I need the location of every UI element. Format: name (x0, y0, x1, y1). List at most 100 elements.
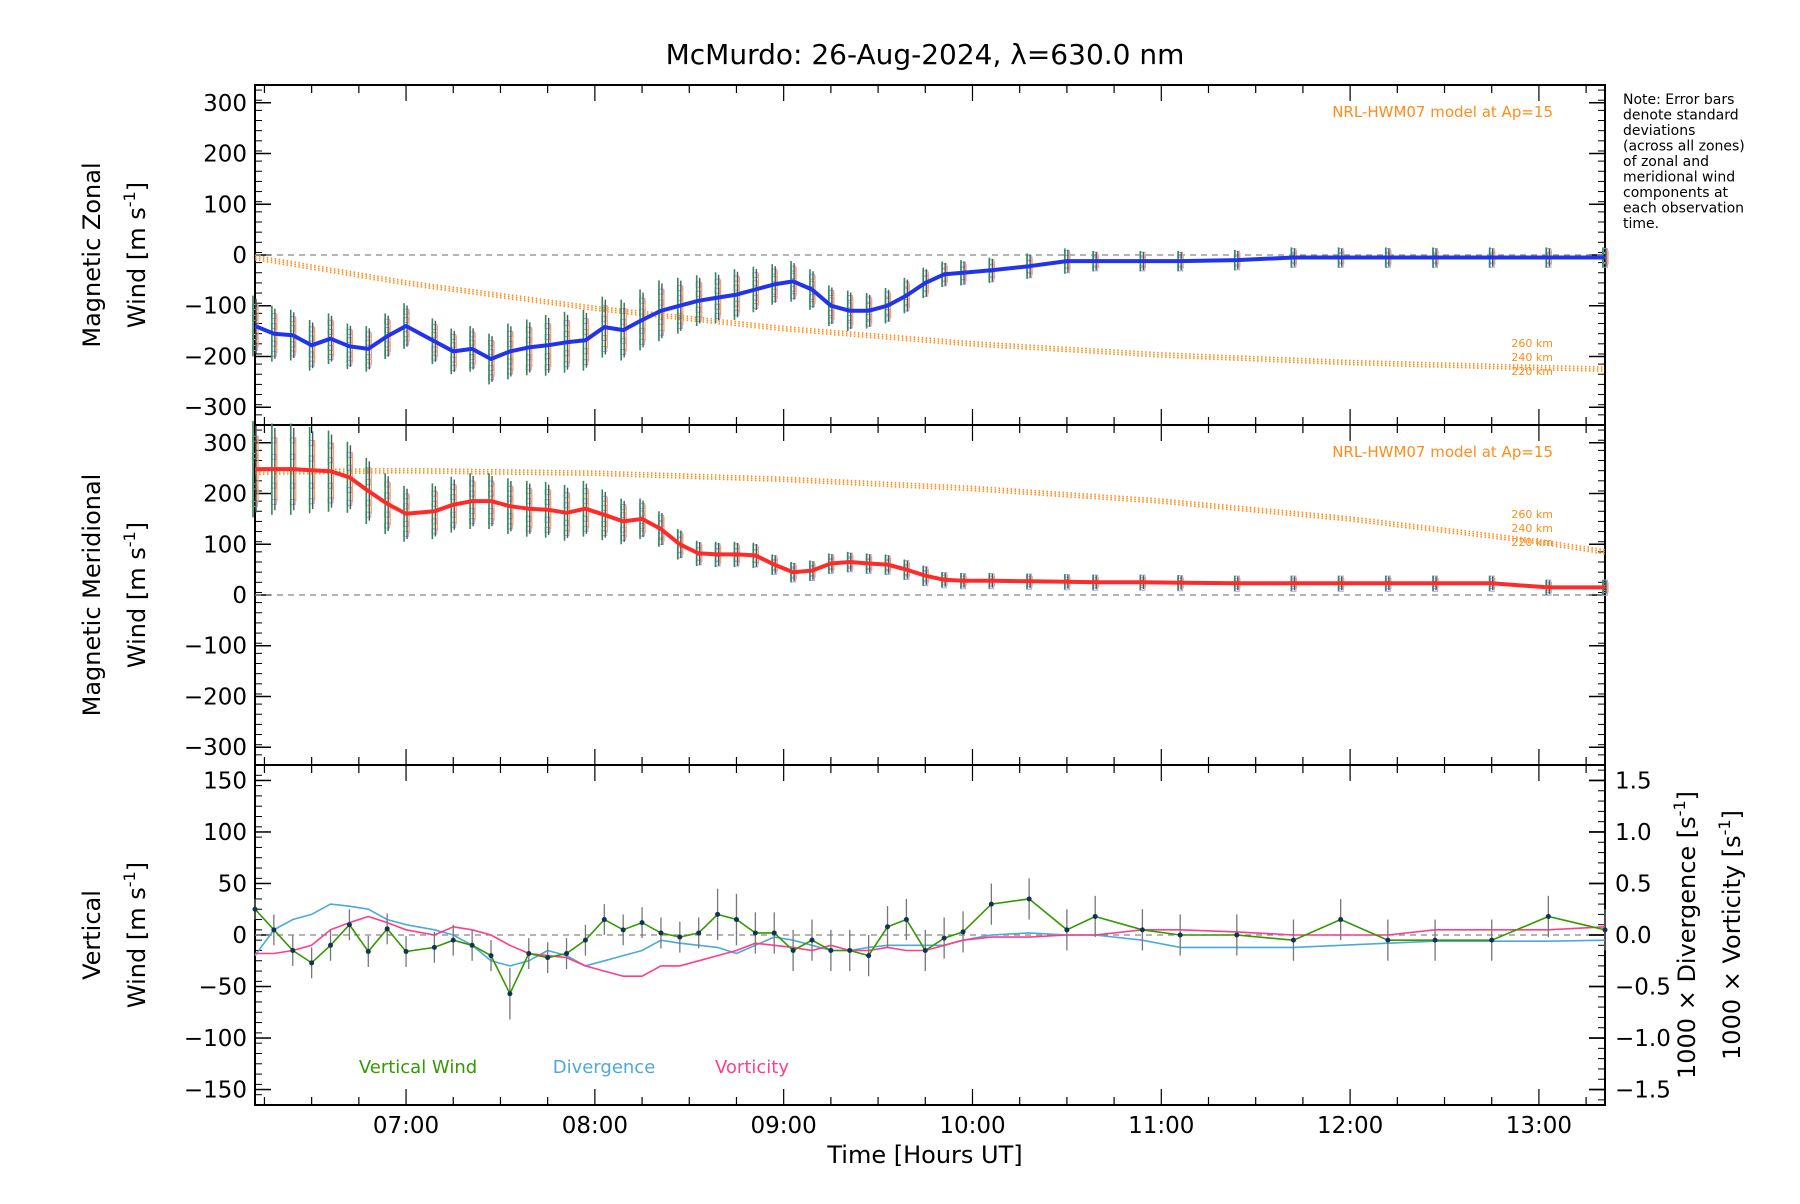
y-axis-label-end: ] (123, 182, 151, 191)
note-line: each observation (1623, 201, 1744, 217)
y-tick-label: −200 (184, 684, 247, 710)
note-line: time. (1623, 216, 1659, 232)
model-curve (254, 469, 1606, 553)
y-axis-label-line1: Vertical (78, 890, 106, 980)
y-tick-label: −50 (198, 975, 247, 1001)
model-label: NRL-HWM07 model at Ap=15 (1332, 443, 1553, 461)
y-axis-label: Vertical Wind [m s-1] (78, 862, 151, 1008)
panels: 300 200 100 0 −100 −200 −300 Magnetic Zonal Wind… (78, 84, 1746, 1106)
vertical-wind-point (1290, 937, 1296, 943)
y-right-tick-label: 1.0 (1615, 820, 1652, 846)
x-tick-label: 10:00 (939, 1113, 1005, 1139)
y-tick-label: 100 (203, 192, 247, 218)
vertical-wind-point (1177, 932, 1183, 938)
vertical-wind-point (1064, 927, 1070, 933)
meridional-wind-line (255, 467, 1605, 590)
note-line: deviations (1623, 123, 1695, 139)
y-right-tick-label: 0.5 (1615, 871, 1652, 897)
vertical-wind-point (1489, 937, 1495, 943)
vertical-wind-point (715, 911, 721, 917)
y-axis-label-line1: Magnetic Zonal (78, 162, 106, 347)
vertical-wind-point (733, 917, 739, 923)
y-axis-label-end: ] (123, 862, 151, 871)
note-line: of zonal and (1623, 154, 1709, 170)
y-axis-label-line2: Wind [m s-1] (120, 522, 151, 668)
vertical-wind-point (271, 927, 277, 933)
x-tick-label: 11:00 (1128, 1113, 1194, 1139)
vertical-wind-point (582, 937, 588, 943)
vertical-wind-point (526, 951, 532, 957)
model-curve (254, 467, 1606, 551)
vertical-wind-point (488, 953, 494, 959)
vertical-wind-point (922, 947, 928, 953)
y-tick-label: −100 (184, 294, 247, 320)
legend-item: Vorticity (715, 1057, 789, 1078)
note-line: components at (1623, 185, 1729, 201)
x-tick-label: 09:00 (751, 1113, 817, 1139)
vertical-wind-point (809, 937, 815, 943)
vertical-wind-point (790, 947, 796, 953)
x-tick-label: 08:00 (562, 1113, 628, 1139)
vertical-wind-point (545, 955, 551, 961)
x-tick-label: 07:00 (373, 1113, 439, 1139)
vorticity-line (255, 915, 1606, 977)
vertical-wind-point (885, 924, 891, 930)
divergence-axis-label-end: ] (1673, 791, 1701, 800)
panel-1: 300 200 100 0 −100 −200 −300 Magnetic Zonal Wind… (78, 84, 1609, 426)
y-tick-label: −300 (184, 395, 247, 421)
vertical-wind-point (1026, 896, 1032, 902)
y-axis-label-line2: Wind [m s-1] (120, 182, 151, 328)
y-axis-label: Magnetic Zonal Wind [m s-1] (78, 162, 151, 347)
divergence-line (254, 903, 1606, 967)
vorticity-axis-label: 1000 × Vorticity [s-1] (1715, 810, 1746, 1060)
y-axis-label-sup: -1 (120, 531, 139, 547)
note-line: denote standard (1623, 108, 1739, 124)
panel-2: 300 200 100 0 −100 −200 −300 Magnetic Meridiona… (78, 420, 1609, 766)
vertical-wind-point (252, 906, 258, 912)
y-tick-label: 0 (232, 243, 247, 269)
vertical-wind-point (1385, 937, 1391, 943)
vertical-wind-point (450, 937, 456, 943)
y-tick-label: −200 (184, 344, 247, 370)
y-tick-label: −300 (184, 735, 247, 761)
vorticity-axis-label-end: ] (1718, 810, 1746, 819)
vertical-wind-point (328, 942, 334, 948)
y-tick-label: 200 (203, 142, 247, 168)
vertical-wind-point (658, 930, 664, 936)
vertical-wind-line (254, 898, 1606, 996)
y-tick-label: 50 (218, 871, 247, 897)
vertical-wind-point (290, 947, 296, 953)
vertical-wind-point (507, 991, 513, 997)
y-axis-label-sup: -1 (120, 871, 139, 887)
y-tick-label: −150 (184, 1078, 247, 1104)
vertical-wind-point (847, 947, 853, 953)
vertical-wind-point (677, 934, 683, 940)
model-alt-label: 220 km (1511, 536, 1553, 549)
x-axis-label: Time [Hours UT] (826, 1141, 1022, 1169)
zonal-wind-line (254, 255, 1605, 361)
vertical-wind-point (620, 927, 626, 933)
vertical-wind-point (988, 901, 994, 907)
y-right-tick-label: −1.0 (1615, 1026, 1671, 1052)
vertical-wind-point (1432, 937, 1438, 943)
model-alt-label: 220 km (1511, 365, 1553, 378)
y-right-tick-label: 0.0 (1615, 923, 1652, 949)
y-tick-label: 150 (203, 768, 247, 794)
model-alt-label: 240 km (1511, 351, 1553, 364)
vertical-wind-point (431, 944, 437, 950)
model-label: NRL-HWM07 model at Ap=15 (1332, 103, 1553, 121)
vertical-wind-point (384, 926, 390, 932)
divergence-axis-label: 1000 × Divergence [s-1] (1670, 791, 1701, 1079)
vertical-wind-point (960, 929, 966, 935)
vertical-wind-point (1545, 913, 1551, 919)
model-alt-label: 260 km (1511, 508, 1553, 521)
y-axis-label-unit: Wind [m s (123, 547, 151, 668)
y-tick-label: 0 (232, 923, 247, 949)
vertical-wind-point (601, 917, 607, 923)
model-curve (254, 256, 1606, 370)
model-curve (254, 254, 1606, 368)
vertical-wind-point (309, 960, 315, 966)
